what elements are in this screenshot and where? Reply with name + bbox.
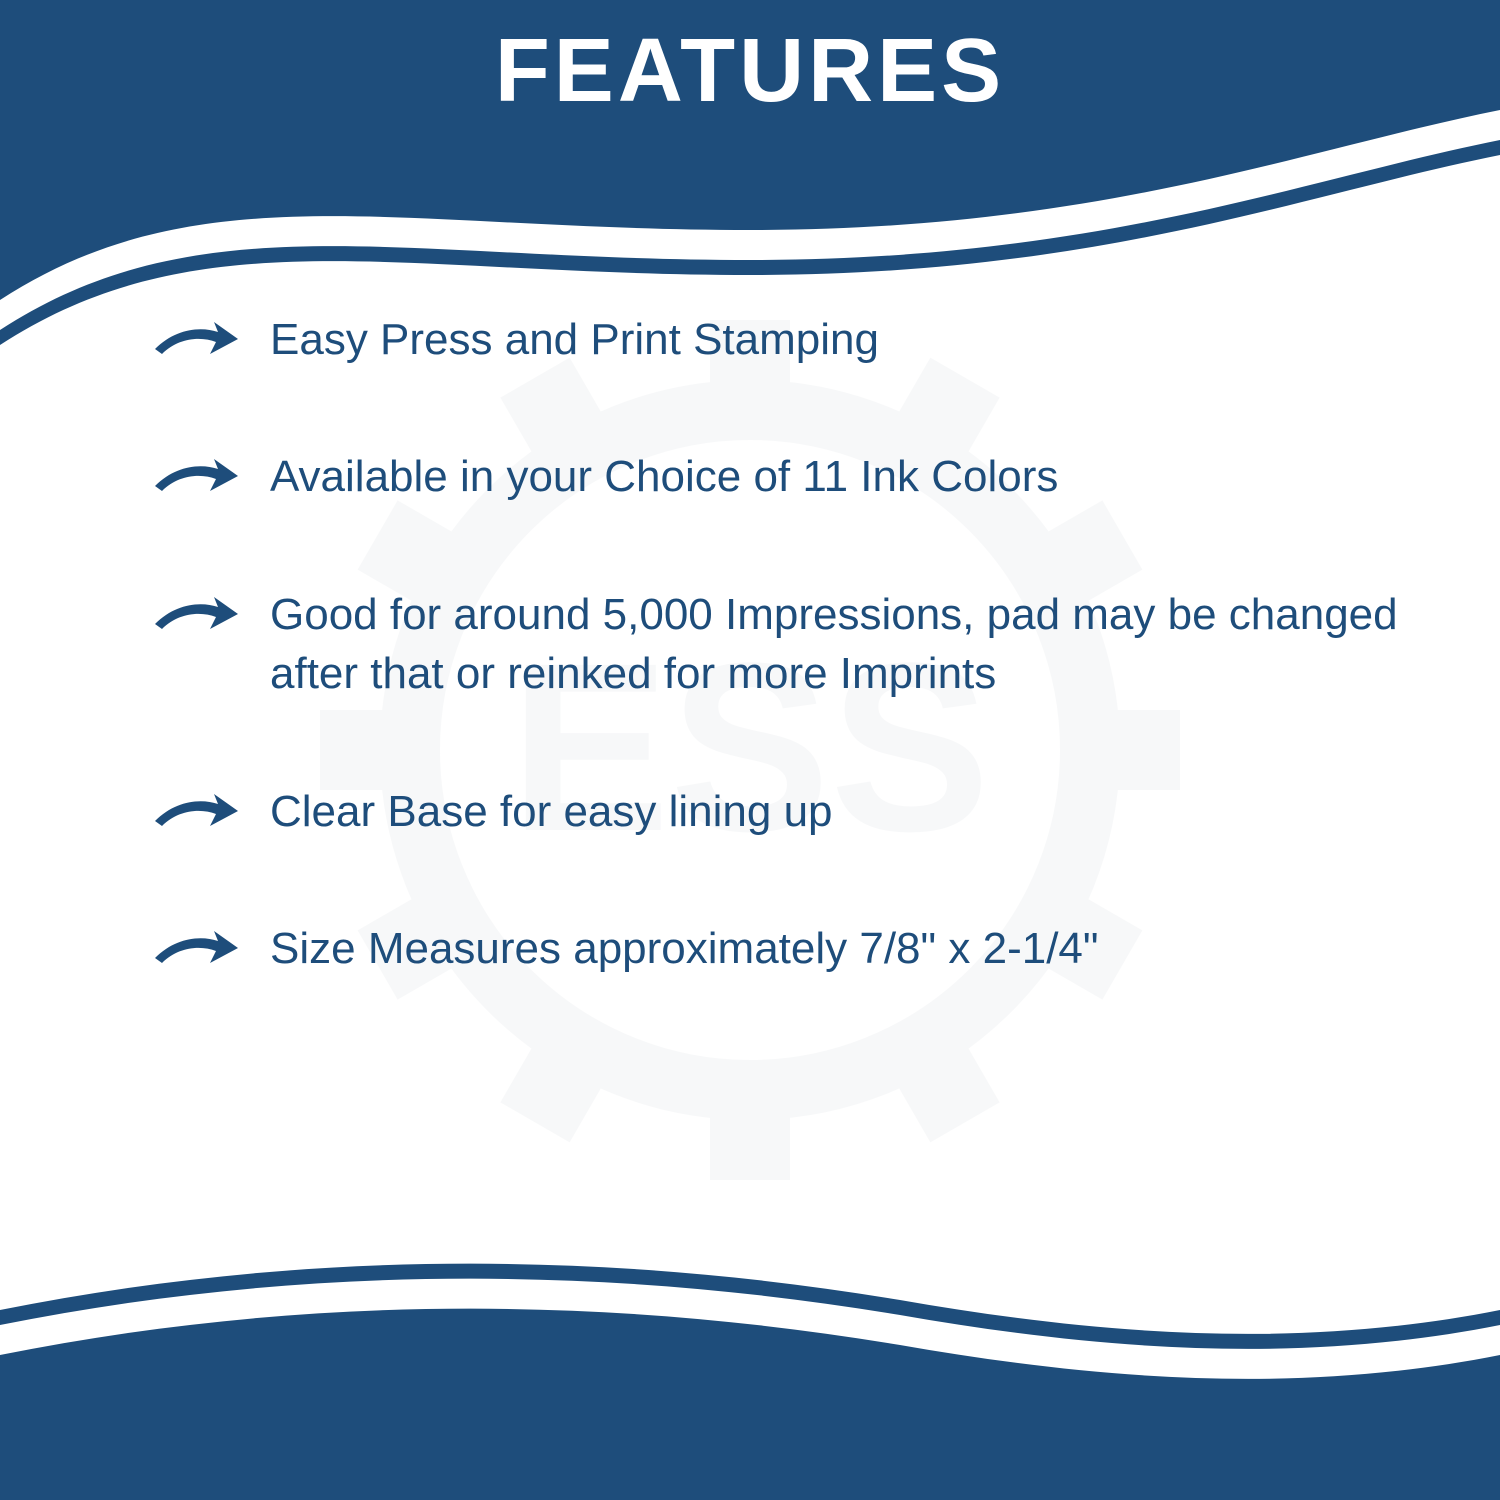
feature-item: Easy Press and Print Stamping (150, 310, 1400, 369)
feature-item: Clear Base for easy lining up (150, 782, 1400, 841)
feature-text: Available in your Choice of 11 Ink Color… (270, 447, 1058, 506)
feature-item: Size Measures approximately 7/8" x 2-1/4… (150, 919, 1400, 978)
feature-item: Good for around 5,000 Impressions, pad m… (150, 585, 1400, 704)
feature-text: Easy Press and Print Stamping (270, 310, 879, 369)
feature-text: Size Measures approximately 7/8" x 2-1/4… (270, 919, 1099, 978)
arrow-right-icon (150, 451, 240, 501)
footer-wave-svg (0, 1240, 1500, 1500)
arrow-right-icon (150, 589, 240, 639)
infographic-container: FEATURES ESS (0, 0, 1500, 1500)
arrow-right-icon (150, 314, 240, 364)
feature-item: Available in your Choice of 11 Ink Color… (150, 447, 1400, 506)
arrow-right-icon (150, 923, 240, 973)
feature-text: Good for around 5,000 Impressions, pad m… (270, 585, 1400, 704)
page-title: FEATURES (0, 20, 1500, 123)
arrow-right-icon (150, 786, 240, 836)
feature-list: Easy Press and Print Stamping Available … (150, 310, 1400, 1056)
feature-text: Clear Base for easy lining up (270, 782, 833, 841)
footer-band (0, 1280, 1500, 1500)
